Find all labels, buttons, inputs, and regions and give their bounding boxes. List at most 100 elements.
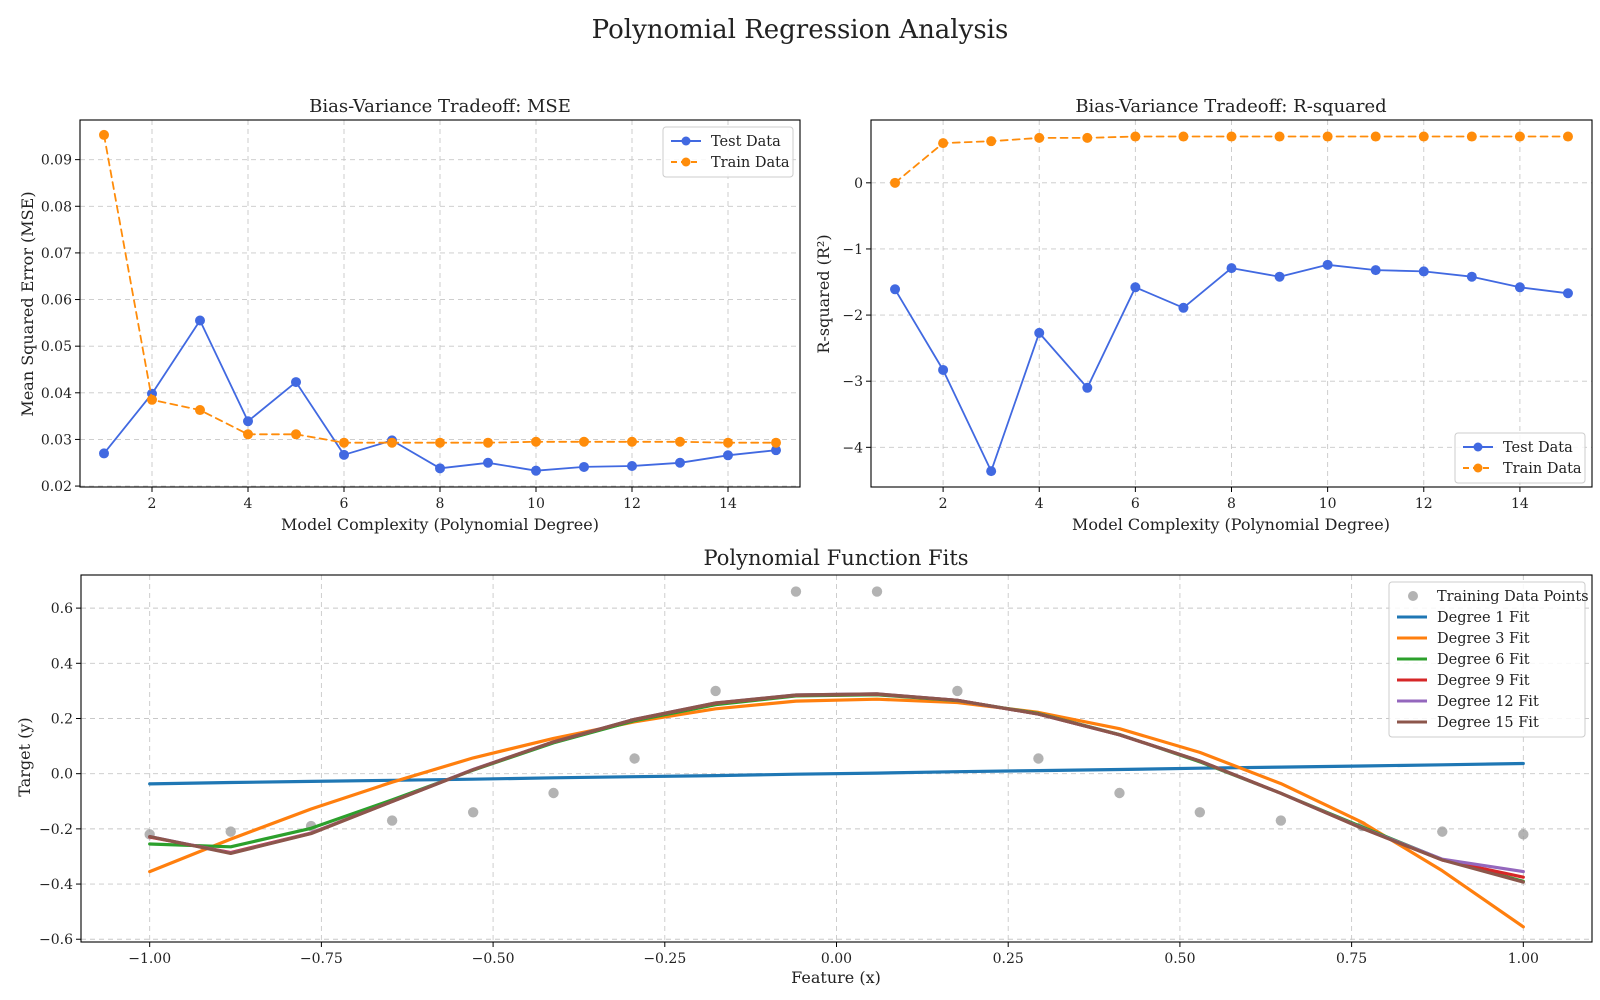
fits-training-point	[386, 815, 398, 826]
fits-ytick-label: 0.4	[51, 656, 73, 672]
mse-data-point	[771, 437, 781, 448]
mse-data-point	[579, 436, 589, 447]
mse-chart: Bias-Variance Tradeoff: MSE Model Comple…	[18, 96, 801, 534]
fits-training-point	[790, 586, 802, 597]
mse-data-point	[627, 461, 637, 472]
mse-data-point	[291, 429, 301, 440]
mse-data-point	[339, 449, 349, 460]
r2-data-point	[1370, 265, 1381, 276]
mse-data-point	[339, 437, 349, 448]
mse-xtick-label: 10	[527, 496, 545, 512]
mse-data-point	[147, 394, 157, 405]
r2-data-point	[1274, 131, 1285, 142]
r2-data-point	[1418, 266, 1429, 277]
mse-ytick-label: 0.06	[41, 293, 72, 309]
fits-legend-label: Degree 12 Fit	[1437, 694, 1539, 710]
mse-legend-marker	[681, 136, 691, 146]
r2-legend-label: Test Data	[1503, 440, 1573, 456]
mse-series-line-2	[103, 133, 777, 444]
mse-data-point	[675, 457, 685, 468]
mse-ytick-label: 0.09	[41, 153, 72, 169]
r2-legend-marker	[1473, 463, 1483, 473]
r2-xtick-label: 10	[1319, 496, 1337, 512]
r2-ytick-label: −4	[842, 440, 863, 456]
r2-data-point	[1082, 132, 1093, 143]
fits-training-point	[1114, 787, 1125, 799]
fits-legend	[1388, 581, 1586, 738]
fits-ytick-label: 0.2	[51, 711, 73, 727]
fits-training-point	[1518, 829, 1529, 840]
r2-data-point	[1082, 382, 1093, 393]
mse-ytick-label: 0.05	[41, 339, 72, 355]
mse-legend-label: Train Data	[711, 155, 790, 171]
mse-data-point	[675, 436, 685, 447]
fits-ytick-label: 0.0	[51, 767, 73, 783]
fits-ytick-label: −0.6	[39, 932, 73, 948]
fits-legend-label: Degree 15 Fit	[1437, 715, 1539, 731]
r2-data-point	[1322, 259, 1333, 270]
fits-legend-label: Training Data Points	[1437, 589, 1589, 605]
fits-training-point	[548, 787, 559, 799]
fits-series-line-1	[148, 761, 1525, 786]
figure-title: Polynomial Regression Analysis	[592, 15, 1009, 45]
r2-data-point	[1130, 131, 1141, 142]
fits-training-point	[1033, 753, 1044, 764]
r2-data-point	[890, 177, 901, 188]
r2-xtick-label: 2	[939, 496, 948, 512]
r2-legend	[1454, 432, 1586, 484]
r2-data-point	[1034, 327, 1045, 338]
r2-data-point	[1178, 302, 1189, 313]
mse-data-point	[99, 448, 109, 459]
r2-ytick-label: −1	[842, 242, 863, 258]
fits-ytick-label: −0.2	[39, 822, 73, 838]
fits-xtick-label: 0.25	[993, 951, 1024, 967]
fits-xtick-label: 1.00	[1508, 951, 1539, 967]
r2-data-point	[938, 364, 949, 375]
r2-chart-xlabel: Model Complexity (Polynomial Degree)	[1072, 515, 1390, 534]
fits-training-point	[952, 685, 963, 697]
fits-xtick-label: −0.75	[300, 951, 343, 967]
fits-training-point	[710, 685, 721, 697]
mse-legend-label: Test Data	[711, 134, 781, 150]
mse-data-point	[771, 445, 781, 456]
fits-ytick-label: 0.6	[51, 601, 73, 617]
fits-xtick-label: −0.50	[472, 951, 515, 967]
mse-data-point	[243, 429, 253, 440]
mse-chart-xlabel: Model Complexity (Polynomial Degree)	[281, 515, 599, 534]
fits-training-point	[1275, 815, 1287, 826]
fits-training-point	[1194, 807, 1206, 818]
mse-data-point	[387, 437, 397, 448]
fits-ytick-label: −0.4	[39, 877, 73, 893]
fits-chart-title: Polynomial Function Fits	[703, 546, 968, 570]
mse-data-point	[435, 463, 445, 474]
r2-data-point	[986, 466, 997, 477]
fits-training-point	[629, 753, 640, 764]
fits-training-point	[1437, 826, 1448, 837]
r2-data-point	[938, 138, 949, 149]
fits-chart: Polynomial Function Fits Feature (x) Tar…	[15, 546, 1593, 987]
mse-legend	[662, 126, 794, 178]
mse-data-point	[579, 461, 589, 472]
fits-xtick-label: −0.25	[643, 951, 686, 967]
mse-legend-marker	[681, 157, 691, 167]
fits-legend-label: Degree 1 Fit	[1437, 610, 1530, 626]
fits-chart-ylabel: Target (y)	[15, 717, 34, 796]
r2-ytick-label: 0	[854, 176, 863, 192]
r2-data-point	[986, 136, 997, 147]
mse-data-point	[531, 465, 541, 476]
mse-data-point	[291, 377, 301, 388]
mse-data-point	[435, 437, 445, 448]
r2-data-point	[1562, 131, 1573, 142]
fits-legend-label: Degree 6 Fit	[1437, 652, 1530, 668]
mse-ytick-label: 0.08	[41, 199, 72, 215]
r2-data-point	[1370, 131, 1381, 142]
r2-data-point	[1514, 131, 1525, 142]
mse-ytick-label: 0.02	[41, 479, 72, 495]
r2-data-point	[1466, 271, 1477, 282]
mse-ytick-label: 0.04	[41, 386, 72, 402]
fits-training-point	[467, 807, 479, 818]
fits-legend-label: Degree 3 Fit	[1437, 631, 1530, 647]
mse-data-point	[723, 450, 733, 461]
mse-xtick-label: 14	[719, 496, 737, 512]
r2-data-point	[1178, 131, 1189, 142]
